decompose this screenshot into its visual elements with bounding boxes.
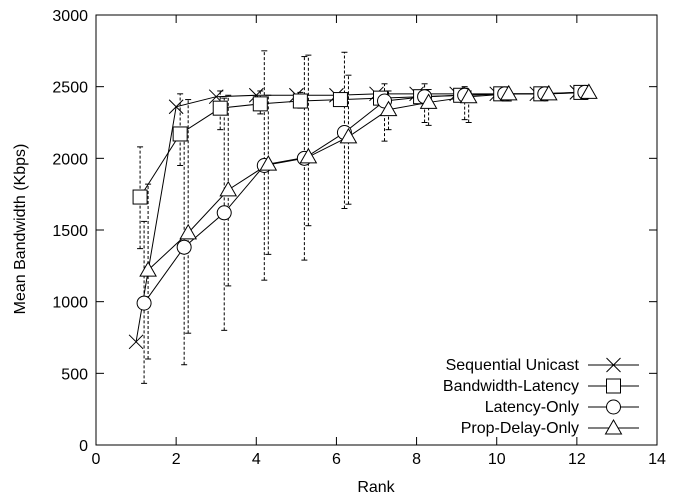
data-point-triangle [539,84,558,101]
legend-marker [606,399,621,415]
error-bar-triangle [265,94,272,255]
y-tick-label: 1000 [52,295,88,312]
data-point-triangle [219,180,238,197]
y-tick-label: 2500 [52,80,88,97]
y-tick-label: 1500 [52,223,88,240]
data-point-circle [216,205,232,221]
data-point-triangle [379,100,398,117]
y-tick-label: 2000 [52,151,88,168]
x-tick-label: 8 [412,451,421,468]
y-tick-label: 500 [61,366,88,383]
legend-item: Bandwidth-Latency [443,378,639,395]
series-line-circle [143,91,585,304]
axes: 0 2 4 6 8 10 12 14 0 500 1000 1500 2000 2500 3000 [52,8,666,468]
marker-stroke [168,99,184,115]
series-lines [135,91,589,342]
data-point-triangle [299,147,318,164]
x-axis-title: Rank [357,479,395,496]
data-point-triangle [339,127,358,144]
data-point-square [132,189,148,205]
data-point-triangle [459,87,478,104]
legend-marker [606,378,621,394]
data-point-circle [136,295,152,311]
marker-stroke [128,334,144,350]
y-axis-title: Mean Bandwidth (Kbps) [12,144,29,315]
error-bar-triangle [185,99,192,334]
legend-label: Prop-Delay-Only [461,420,579,437]
legend: Sequential Unicast Bandwidth-Latency Laten… [443,357,639,437]
data-point-triangle [419,93,438,109]
x-tick-label: 0 [92,451,101,468]
legend-label: Sequential Unicast [446,357,580,374]
data-point-triangle [259,155,278,171]
x-tick-label: 6 [332,451,341,468]
x-tick-label: 12 [568,451,586,468]
error-bar-circle [341,51,348,209]
data-point-triangle [139,261,157,277]
data-point-x [128,334,144,350]
data-point-square [172,126,188,142]
x-tick-label: 4 [252,451,261,468]
error-bar-triangle [345,74,352,205]
legend-label: Latency-Only [485,399,579,416]
data-point-triangle [179,223,198,240]
data-point-triangle [580,83,598,99]
data-point-square [332,92,348,108]
x-tick-label: 10 [488,451,506,468]
y-tick-label: 0 [79,438,88,455]
error-bar-circle [261,50,268,281]
y-tick-label: 3000 [52,8,88,25]
series-line-triangle [147,91,589,271]
legend-marker [606,357,621,373]
marker-stroke [208,89,224,105]
data-point-circle [176,239,192,255]
marker-stroke [248,87,264,103]
data-point-square [212,100,228,116]
data-point-square [292,93,308,109]
error-bars [137,50,592,384]
data-point-x [168,99,184,115]
legend-marker [604,418,623,435]
legend-item: Sequential Unicast [446,357,639,374]
x-tick-label: 14 [648,451,666,468]
legend-item: Prop-Delay-Only [461,418,639,437]
series-line-square [139,91,581,198]
data-point-triangle [499,84,518,101]
legend-label: Bandwidth-Latency [443,378,579,395]
x-tick-label: 2 [172,451,181,468]
series-markers [128,83,598,350]
legend-item: Latency-Only [485,399,639,416]
marker-stroke [606,357,621,373]
data-point-square [252,96,268,112]
error-bar-triangle [305,54,312,227]
